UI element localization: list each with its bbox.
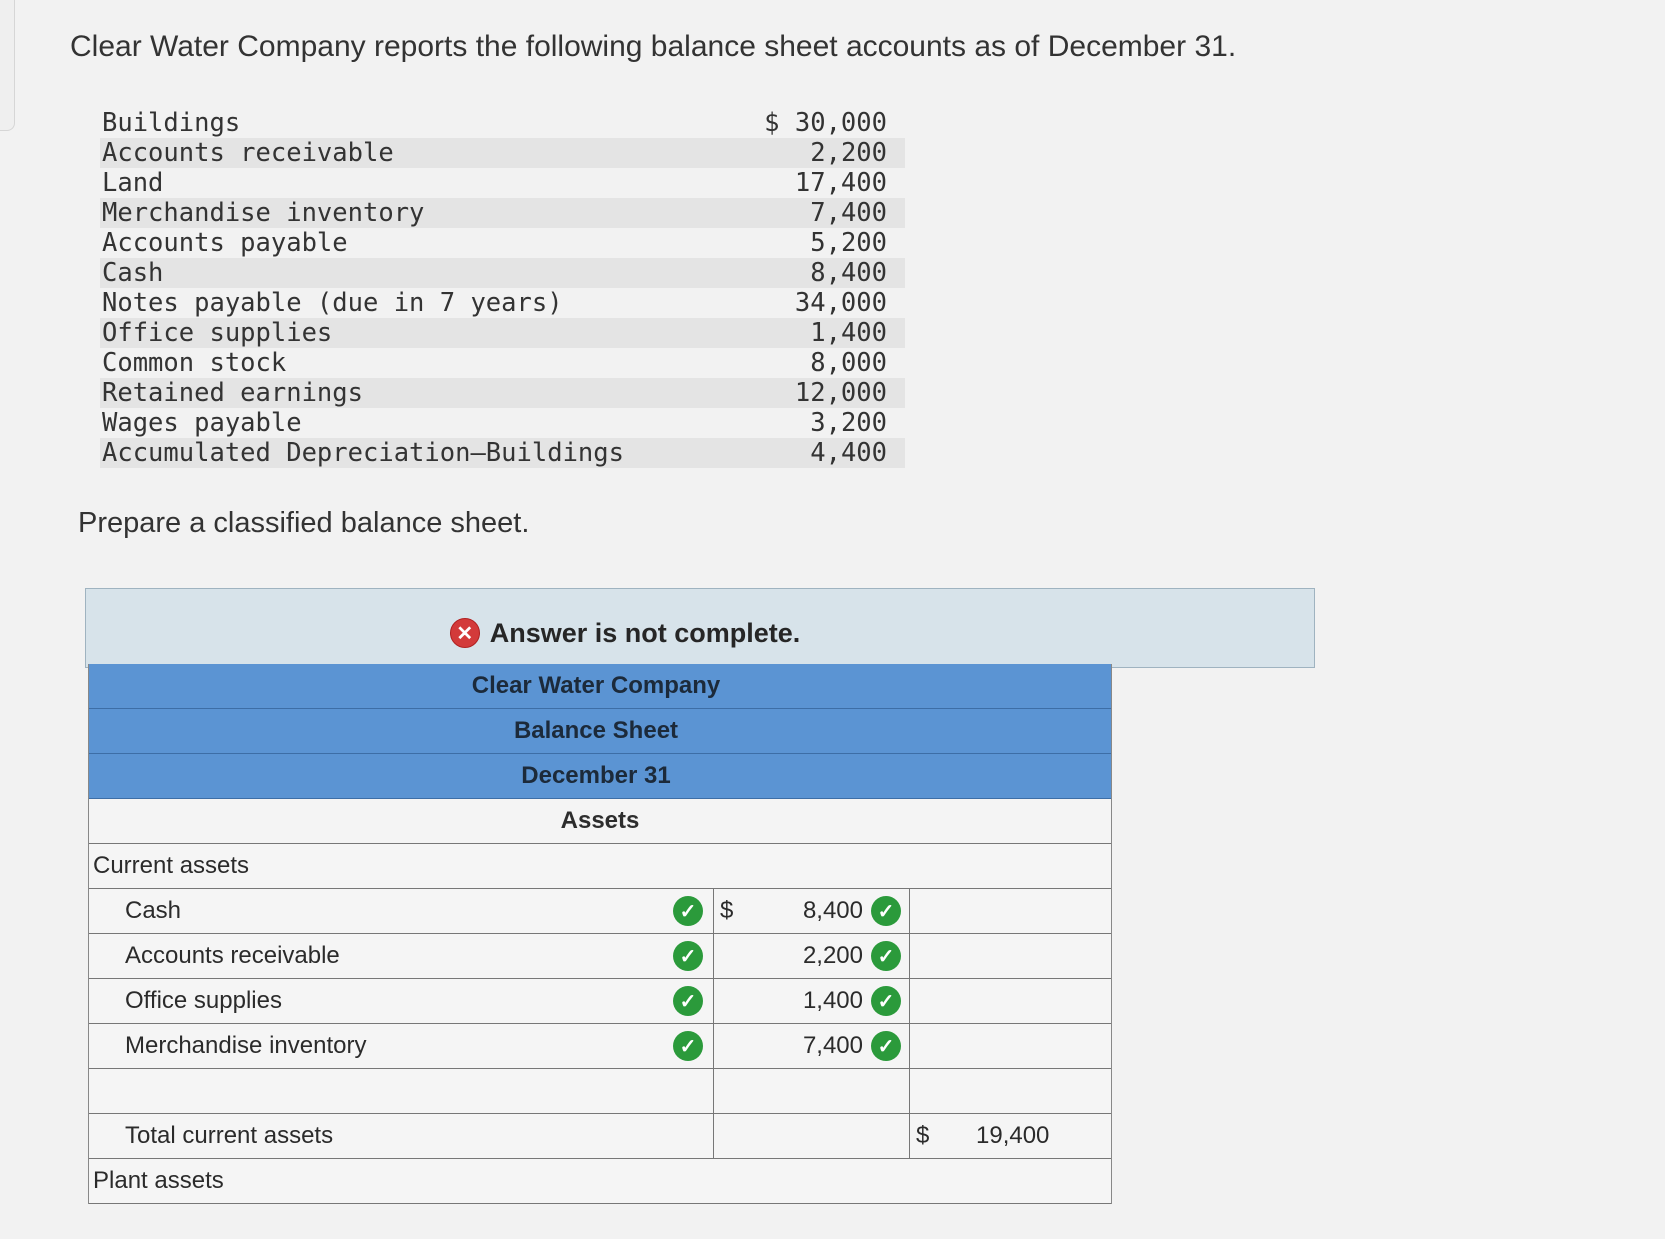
account-select[interactable]: Accounts receivable ✓ (89, 934, 714, 978)
account-row: Merchandise inventory 7,400 (100, 198, 905, 228)
account-name: Cash (102, 258, 164, 288)
account-amount: 7,400 (810, 198, 887, 228)
problem-intro: Clear Water Company reports the followin… (70, 30, 1237, 63)
amount-input[interactable] (714, 1114, 910, 1158)
dollar-sign: $ (720, 897, 734, 924)
company-name: Clear Water Company (471, 672, 721, 699)
date-header: December 31 (89, 754, 1111, 799)
company-header: Clear Water Company (89, 664, 1111, 709)
account-name: Office supplies (102, 318, 333, 348)
line-item-amount: 7,400 (802, 1032, 863, 1059)
line-item-label: Merchandise inventory (125, 1032, 367, 1059)
check-icon: ✓ (673, 941, 703, 971)
account-name: Merchandise inventory (102, 198, 425, 228)
dollar-sign: $ (916, 1122, 930, 1149)
account-row: Notes payable (due in 7 years) 34,000 (100, 288, 905, 318)
account-row: Accounts receivable 2,200 (100, 138, 905, 168)
line-item-amount: 8,400 (802, 897, 863, 924)
account-select[interactable]: Office supplies ✓ (89, 979, 714, 1023)
check-icon: ✓ (871, 1031, 901, 1061)
account-amount: 8,000 (810, 348, 887, 378)
total-current-assets-amount: 19,400 (976, 1122, 1050, 1149)
account-amount: 12,000 (794, 378, 887, 408)
account-row: Cash 8,400 (100, 258, 905, 288)
account-name: Common stock (102, 348, 287, 378)
account-name: Accounts payable (102, 228, 348, 258)
line-item-row: Cash ✓ $ 8,400 ✓ (89, 889, 1111, 934)
account-row: Wages payable 3,200 (100, 408, 905, 438)
check-icon: ✓ (673, 896, 703, 926)
check-icon: ✓ (871, 896, 901, 926)
line-item-label: Accounts receivable (125, 942, 340, 969)
account-name: Notes payable (due in 7 years) (102, 288, 563, 318)
current-assets-row: Current assets (89, 844, 1111, 889)
total-input[interactable] (910, 1069, 1111, 1113)
statement-title-header: Balance Sheet (89, 709, 1111, 754)
account-amount: 5,200 (810, 228, 887, 258)
check-icon: ✓ (871, 941, 901, 971)
x-circle-icon: ✕ (449, 618, 480, 648)
left-edge-tab (0, 0, 15, 131)
current-assets-label: Current assets (93, 852, 250, 879)
account-amount: 1,400 (810, 318, 887, 348)
account-amount: 17,400 (794, 168, 887, 198)
line-item-amount: 1,400 (802, 987, 863, 1014)
line-item-amount: 2,200 (802, 942, 863, 969)
amount-input[interactable]: 2,200 ✓ (714, 934, 910, 978)
account-amount: $ 30,000 (764, 108, 887, 138)
line-item-row: Merchandise inventory ✓ 7,400 ✓ (89, 1024, 1111, 1069)
account-select[interactable]: Merchandise inventory ✓ (89, 1024, 714, 1068)
amount-input[interactable] (714, 1069, 910, 1113)
account-row: Retained earnings 12,000 (100, 378, 905, 408)
account-amount: 4,400 (810, 438, 887, 468)
line-item-label: Cash (125, 897, 182, 924)
account-name: Land (102, 168, 164, 198)
total-input[interactable] (910, 889, 1111, 933)
total-input[interactable] (910, 979, 1111, 1023)
account-name: Retained earnings (102, 378, 363, 408)
assets-section-header: Assets (89, 799, 1111, 844)
line-item-row: Office supplies ✓ 1,400 ✓ (89, 979, 1111, 1024)
plant-assets-row: Plant assets (89, 1159, 1111, 1204)
account-amount: 34,000 (794, 288, 887, 318)
total-input[interactable] (910, 1024, 1111, 1068)
line-item-label: Office supplies (125, 987, 282, 1014)
statement-date: December 31 (521, 762, 671, 789)
account-row: Common stock 8,000 (100, 348, 905, 378)
account-name: Accumulated Depreciation—Buildings (102, 438, 624, 468)
account-name: Accounts receivable (102, 138, 394, 168)
amount-input[interactable]: $ 8,400 ✓ (714, 889, 910, 933)
check-icon: ✓ (871, 986, 901, 1016)
total-input[interactable] (910, 934, 1111, 978)
account-name: Buildings (102, 108, 241, 138)
check-icon: ✓ (673, 986, 703, 1016)
instruction-text: Prepare a classified balance sheet. (78, 507, 530, 539)
line-item-row: Accounts receivable ✓ 2,200 ✓ (89, 934, 1111, 979)
assets-heading: Assets (560, 807, 640, 834)
amount-input[interactable]: 7,400 ✓ (714, 1024, 910, 1068)
amount-input[interactable]: 1,400 ✓ (714, 979, 910, 1023)
total-current-assets-label: Total current assets (125, 1122, 334, 1149)
account-row: Buildings $ 30,000 (100, 108, 905, 138)
account-row: Office supplies 1,400 (100, 318, 905, 348)
account-row: Accumulated Depreciation—Buildings 4,400 (100, 438, 905, 468)
account-amount: 2,200 (810, 138, 887, 168)
account-select[interactable]: Cash ✓ (89, 889, 714, 933)
check-icon: ✓ (673, 1031, 703, 1061)
empty-row (89, 1069, 1111, 1114)
statement-title: Balance Sheet (513, 717, 679, 744)
balance-sheet-form: Clear Water Company Balance Sheet Decemb… (88, 664, 1112, 1204)
account-amount: 3,200 (810, 408, 887, 438)
account-row: Land 17,400 (100, 168, 905, 198)
accounts-list: Buildings $ 30,000 Accounts receivable 2,2… (100, 108, 905, 468)
account-amount: 8,400 (810, 258, 887, 288)
answer-status-banner: ✕ Answer is not complete. (85, 588, 1315, 668)
account-name: Wages payable (102, 408, 302, 438)
account-select[interactable] (89, 1069, 714, 1113)
total-current-assets-input[interactable]: $ 19,400 (910, 1114, 1111, 1158)
plant-assets-label: Plant assets (93, 1167, 224, 1194)
account-row: Accounts payable 5,200 (100, 228, 905, 258)
total-current-assets-row: Total current assets $ 19,400 (89, 1114, 1111, 1159)
banner-text: Answer is not complete. (489, 617, 801, 648)
